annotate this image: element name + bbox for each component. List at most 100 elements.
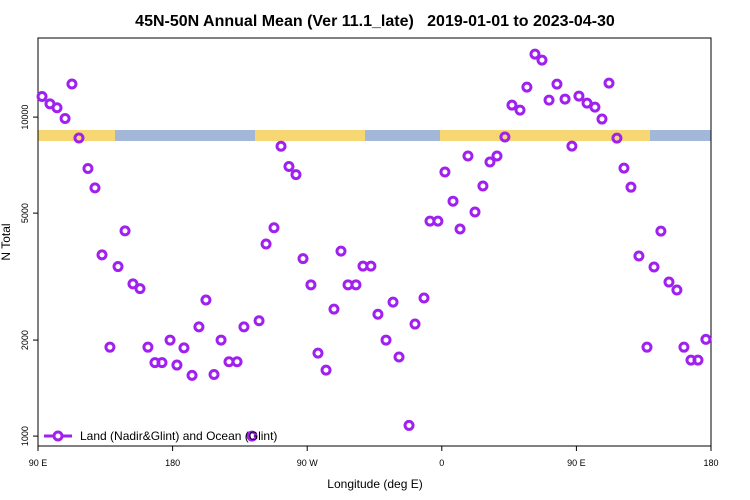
legend-marker bbox=[52, 430, 64, 442]
point bbox=[418, 292, 430, 304]
point bbox=[253, 315, 265, 327]
point bbox=[439, 166, 451, 178]
point bbox=[566, 140, 578, 152]
point bbox=[171, 359, 183, 371]
point bbox=[581, 97, 593, 109]
point bbox=[134, 283, 146, 295]
point bbox=[193, 321, 205, 333]
y-tick-label: 1000 bbox=[20, 426, 30, 446]
point bbox=[700, 333, 712, 345]
point bbox=[521, 81, 533, 93]
point bbox=[462, 150, 474, 162]
y-tick-label: 10000 bbox=[20, 105, 30, 130]
point bbox=[186, 369, 198, 381]
point bbox=[573, 90, 585, 102]
point bbox=[268, 222, 280, 234]
point bbox=[403, 419, 415, 431]
ocean-band bbox=[38, 130, 711, 141]
plot-frame bbox=[37, 37, 712, 447]
point bbox=[625, 181, 637, 193]
point bbox=[231, 356, 243, 368]
y-axis-label: N Total bbox=[0, 223, 13, 260]
point bbox=[59, 112, 71, 124]
y-tick-label: 5000 bbox=[20, 203, 30, 223]
x-tick-label: 0 bbox=[439, 458, 444, 468]
x-axis-label: Longitude (deg E) bbox=[327, 477, 422, 491]
x-tick-label: 90 W bbox=[297, 458, 319, 468]
point bbox=[312, 347, 324, 359]
point bbox=[335, 245, 347, 257]
legend-label: Land (Nadir&Glint) and Ocean (Glint) bbox=[80, 429, 277, 443]
point bbox=[380, 334, 392, 346]
point bbox=[663, 276, 675, 288]
land-band bbox=[440, 130, 650, 141]
point bbox=[529, 48, 541, 60]
point bbox=[328, 303, 340, 315]
point bbox=[156, 357, 168, 369]
point bbox=[246, 430, 258, 442]
point bbox=[655, 225, 667, 237]
point bbox=[484, 156, 496, 168]
chart-title: 45N-50N Annual Mean (Ver 11.1_late) 2019… bbox=[135, 13, 615, 30]
point bbox=[372, 308, 384, 320]
point bbox=[536, 54, 548, 66]
x-tick-label: 180 bbox=[703, 458, 718, 468]
point bbox=[142, 341, 154, 353]
point bbox=[432, 215, 444, 227]
point bbox=[320, 364, 332, 376]
point bbox=[51, 102, 63, 114]
point bbox=[633, 250, 645, 262]
point bbox=[551, 78, 563, 90]
point bbox=[178, 342, 190, 354]
point bbox=[469, 206, 481, 218]
point bbox=[543, 94, 555, 106]
point bbox=[559, 93, 571, 105]
point bbox=[127, 278, 139, 290]
point bbox=[393, 351, 405, 363]
point bbox=[447, 195, 459, 207]
point bbox=[603, 77, 615, 89]
point bbox=[208, 368, 220, 380]
point bbox=[260, 238, 272, 250]
y-tick-label: 2000 bbox=[20, 330, 30, 350]
point bbox=[454, 223, 466, 235]
point bbox=[350, 279, 362, 291]
point bbox=[89, 182, 101, 194]
land-band bbox=[255, 130, 365, 141]
point bbox=[596, 113, 608, 125]
land-ocean-strip bbox=[38, 130, 711, 141]
point bbox=[648, 261, 660, 273]
point bbox=[671, 284, 683, 296]
point bbox=[499, 131, 511, 143]
point bbox=[82, 163, 94, 175]
point bbox=[275, 140, 287, 152]
x-tick-label: 180 bbox=[165, 458, 180, 468]
point bbox=[692, 354, 704, 366]
point bbox=[104, 341, 116, 353]
point bbox=[73, 132, 85, 144]
point bbox=[96, 249, 108, 261]
point bbox=[678, 341, 690, 353]
point bbox=[297, 253, 309, 265]
point bbox=[119, 225, 131, 237]
point bbox=[365, 260, 377, 272]
point bbox=[290, 169, 302, 181]
point bbox=[409, 318, 421, 330]
point bbox=[491, 150, 503, 162]
point bbox=[589, 101, 601, 113]
point bbox=[238, 321, 250, 333]
point bbox=[506, 99, 518, 111]
point bbox=[305, 279, 317, 291]
x-tick-label: 90 E bbox=[567, 458, 586, 468]
point bbox=[215, 334, 227, 346]
point bbox=[618, 162, 630, 174]
point bbox=[387, 296, 399, 308]
point bbox=[283, 161, 295, 173]
point bbox=[36, 91, 48, 103]
point bbox=[200, 294, 212, 306]
point bbox=[112, 261, 124, 273]
point bbox=[514, 104, 526, 116]
x-tick-label: 90 E bbox=[29, 458, 48, 468]
point bbox=[66, 78, 78, 90]
